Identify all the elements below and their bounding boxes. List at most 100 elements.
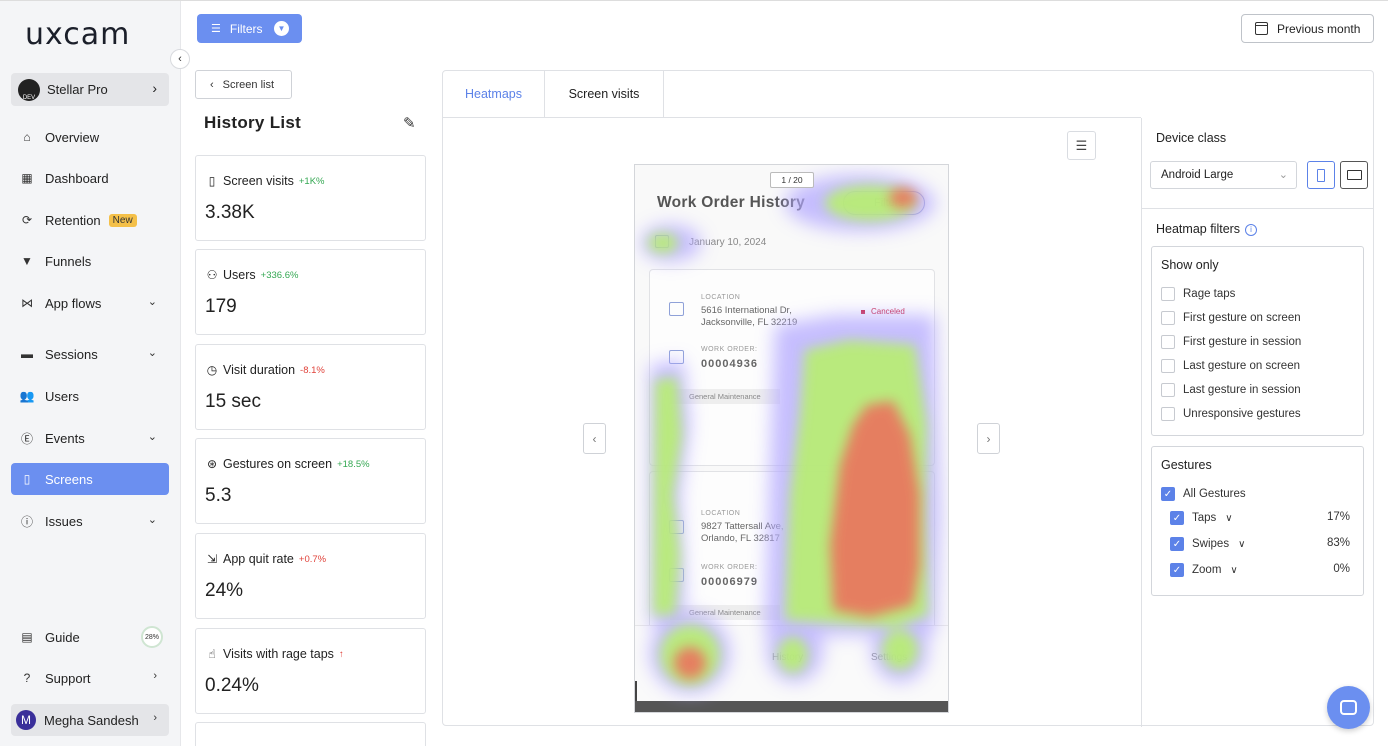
sidebar-item-label: Dashboard: [45, 170, 109, 186]
avatar: M: [16, 710, 36, 730]
gesture-option-all[interactable]: ✓ All Gestures: [1161, 487, 1246, 501]
sidebar-item-users[interactable]: 👥 Users: [11, 380, 169, 412]
metric-value: 5.3: [205, 485, 232, 506]
sidebar-item-support[interactable]: ? Support ›: [11, 662, 169, 694]
tab-heatmaps[interactable]: Heatmaps: [443, 71, 545, 117]
previous-screenshot-button[interactable]: ‹: [583, 423, 606, 454]
checkbox-checked[interactable]: ✓: [1170, 563, 1184, 577]
metric-label: App quit rate: [223, 552, 294, 566]
sidebar-item-guide[interactable]: ▤ Guide 28%: [11, 621, 169, 653]
metric-value: 179: [205, 296, 237, 317]
app-tab-bar: Work History Settings: [635, 625, 948, 701]
device-class-select[interactable]: Android Large ⌄: [1150, 161, 1297, 189]
sidebar-item-screens[interactable]: ▯ Screens: [11, 463, 169, 495]
sidebar-item-app-flows[interactable]: ⋈ App flows ⌄: [11, 287, 169, 319]
sidebar-item-label: Support: [45, 670, 91, 686]
filter-option-first-gesture-screen[interactable]: First gesture on screen: [1161, 311, 1301, 325]
checkbox[interactable]: [1161, 359, 1175, 373]
tablet-view-button[interactable]: [1340, 161, 1368, 189]
chevron-down-icon[interactable]: ∨: [1238, 538, 1246, 550]
sidebar-item-label: Funnels: [45, 253, 92, 269]
filter-option-last-gesture-session[interactable]: Last gesture in session: [1161, 383, 1301, 397]
issues-icon: ⓘ: [20, 514, 33, 529]
edit-icon[interactable]: ✎: [403, 115, 416, 132]
gesture-option-taps[interactable]: ✓ Taps ∨: [1170, 511, 1233, 525]
sidebar-item-issues[interactable]: ⓘ Issues ⌄: [11, 505, 169, 537]
card-label: LOCATION: [701, 510, 741, 517]
card-status: Canceled: [861, 523, 905, 532]
chevron-down-icon: ⌄: [147, 347, 157, 359]
tablet-icon: [1346, 170, 1362, 180]
heatmap-settings-button[interactable]: ☰: [1067, 131, 1096, 160]
checkbox-checked[interactable]: ✓: [1161, 487, 1175, 501]
workspace-avatar: DEV: [18, 78, 40, 101]
date-range-label: Previous month: [1277, 21, 1361, 36]
next-screenshot-button[interactable]: ›: [977, 423, 1000, 454]
card-label: LOCATION: [701, 294, 741, 301]
sidebar-item-label: Overview: [45, 129, 100, 145]
info-icon[interactable]: i: [1245, 223, 1258, 236]
checkbox-checked[interactable]: ✓: [1170, 511, 1184, 525]
workspace-name: Stellar Pro: [47, 82, 108, 97]
sliders-icon: ☰: [1075, 137, 1088, 153]
metric-card: ⇲ App quit rate +0.7% 24%: [195, 533, 426, 619]
app-tab-label: Work: [675, 652, 699, 663]
filters-button[interactable]: ☰ Filters ▼: [197, 14, 302, 43]
date-range-button[interactable]: Previous month: [1241, 14, 1374, 43]
filter-option-last-gesture-screen[interactable]: Last gesture on screen: [1161, 359, 1300, 373]
sidebar-item-overview[interactable]: ⌂ Overview: [11, 121, 169, 153]
phone-frame: [635, 681, 637, 701]
checkbox[interactable]: [1161, 383, 1175, 397]
chat-support-button[interactable]: [1327, 686, 1370, 729]
chevron-right-icon: ›: [153, 670, 157, 682]
card-label: WORK ORDER:: [701, 346, 758, 353]
flows-icon: ⋈: [21, 296, 33, 310]
collapse-sidebar-button[interactable]: ‹: [170, 49, 190, 69]
user-menu[interactable]: M Megha Sandesh ›: [11, 704, 169, 736]
checkbox-checked[interactable]: ✓: [1170, 537, 1184, 551]
user-name: Megha Sandesh: [44, 712, 139, 728]
back-to-screen-list-button[interactable]: ‹ Screen list: [195, 70, 292, 99]
tab-bar: Heatmaps Screen visits: [443, 71, 665, 118]
metric-label: Screen visits: [223, 174, 294, 188]
filter-option-first-gesture-session[interactable]: First gesture in session: [1161, 335, 1301, 349]
users-icon: 👥: [19, 389, 35, 403]
chevron-down-icon[interactable]: ∨: [1230, 564, 1238, 576]
funnel-icon: ▼: [21, 254, 33, 268]
screen-screenshot: 1 / 20 Work Order History Filters Januar…: [634, 164, 949, 713]
sidebar-item-dashboard[interactable]: ▦ Dashboard: [11, 162, 169, 194]
building-icon: [669, 302, 684, 316]
workspace-switcher[interactable]: DEV Stellar Pro ›: [11, 73, 169, 106]
building-icon: [669, 520, 684, 534]
help-icon: ?: [23, 671, 31, 685]
checkbox[interactable]: [1161, 311, 1175, 325]
sidebar-item-funnels[interactable]: ▼ Funnels: [11, 245, 169, 277]
checkbox[interactable]: [1161, 287, 1175, 301]
chevron-down-icon: ⌄: [1278, 169, 1288, 181]
device-class-value: Android Large: [1161, 169, 1234, 181]
uxcam-logo[interactable]: uxcam: [25, 17, 131, 52]
gesture-option-zoom[interactable]: ✓ Zoom ∨: [1170, 563, 1238, 577]
tab-screen-visits[interactable]: Screen visits: [545, 71, 664, 117]
gesture-option-swipes[interactable]: ✓ Swipes ∨: [1170, 537, 1245, 551]
sidebar-item-sessions[interactable]: ▬ Sessions ⌄: [11, 338, 169, 370]
app-tab-label: History: [772, 652, 804, 663]
clipboard-icon: [669, 350, 684, 364]
checkbox[interactable]: [1161, 407, 1175, 421]
card-status: Canceled: [861, 307, 905, 316]
card-address: Jacksonville, FL 32219: [701, 317, 798, 328]
card-order-number: 00006979: [701, 576, 758, 588]
sidebar-item-events[interactable]: Ⓔ Events ⌄: [11, 422, 169, 454]
card-order-number: 00004936: [701, 358, 758, 370]
checkbox[interactable]: [1161, 335, 1175, 349]
app-screen-title: Work Order History: [657, 194, 806, 211]
filter-option-rage-taps[interactable]: Rage taps: [1161, 287, 1235, 301]
app-tab-label: Settings: [871, 652, 908, 663]
sidebar-item-retention[interactable]: ⟳ Retention New: [11, 204, 169, 236]
chevron-down-icon: ⌄: [147, 296, 157, 308]
phone-view-button[interactable]: [1307, 161, 1335, 189]
page-indicator: 1 / 20: [770, 172, 814, 188]
exit-icon: ⇲: [206, 552, 218, 566]
filter-option-unresponsive[interactable]: Unresponsive gestures: [1161, 407, 1301, 421]
chevron-down-icon[interactable]: ∨: [1225, 512, 1233, 524]
